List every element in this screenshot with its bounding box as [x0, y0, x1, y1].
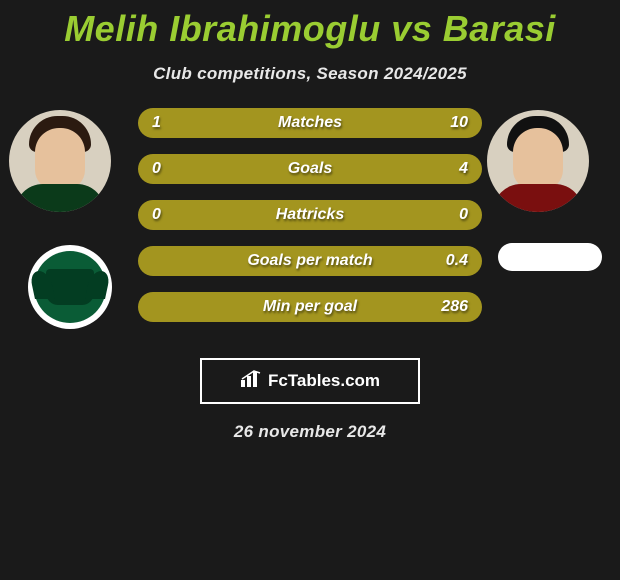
source-label: FcTables.com — [268, 371, 380, 391]
stat-label: Goals — [138, 160, 482, 178]
stat-row: 1 Matches 10 — [138, 108, 482, 138]
source-badge[interactable]: FcTables.com — [200, 358, 420, 404]
comparison-body: 1 Matches 10 0 Goals 4 0 Hattricks 0 Goa… — [0, 108, 620, 344]
snapshot-date: 26 november 2024 — [0, 422, 620, 442]
avatar-placeholder-icon — [9, 110, 111, 212]
avatar-placeholder-icon — [487, 110, 589, 212]
stat-row: Min per goal 286 — [138, 292, 482, 322]
club-right-badge — [498, 243, 602, 271]
club-left-badge — [28, 245, 112, 329]
player-right-avatar — [487, 110, 589, 212]
stat-right-value: 286 — [441, 298, 468, 316]
chart-icon — [240, 370, 262, 393]
eagle-icon — [46, 269, 94, 305]
player-left-avatar — [9, 110, 111, 212]
bar-chart-icon — [240, 370, 262, 388]
stat-right-value: 0 — [459, 206, 468, 224]
stat-right-value: 0.4 — [446, 252, 468, 270]
stat-row: 0 Hattricks 0 — [138, 200, 482, 230]
stat-label: Min per goal — [138, 298, 482, 316]
stat-label: Goals per match — [138, 252, 482, 270]
club-left-crest-icon — [34, 251, 106, 323]
stat-row: Goals per match 0.4 — [138, 246, 482, 276]
stat-label: Hattricks — [138, 206, 482, 224]
stat-right-value: 10 — [450, 114, 468, 132]
stat-right-value: 4 — [459, 160, 468, 178]
stat-row: 0 Goals 4 — [138, 154, 482, 184]
comparison-card: Melih Ibrahimoglu vs Barasi Club competi… — [0, 0, 620, 580]
page-subtitle: Club competitions, Season 2024/2025 — [0, 64, 620, 84]
stat-label: Matches — [138, 114, 482, 132]
stat-bars: 1 Matches 10 0 Goals 4 0 Hattricks 0 Goa… — [138, 108, 482, 338]
page-title: Melih Ibrahimoglu vs Barasi — [0, 0, 620, 50]
